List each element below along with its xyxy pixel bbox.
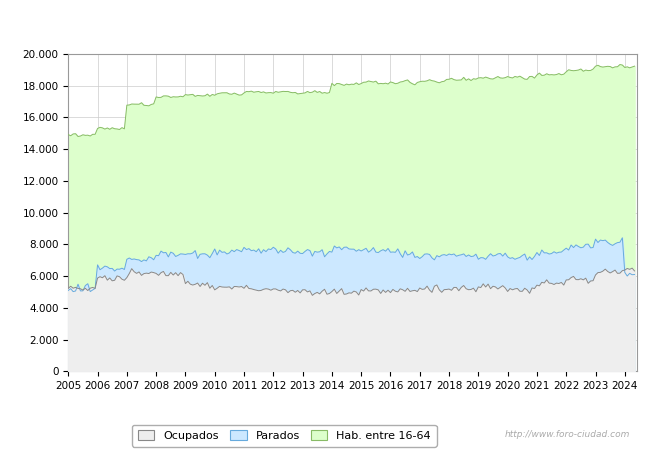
Text: http://www.foro-ciudad.com: http://www.foro-ciudad.com (505, 430, 630, 439)
Legend: Ocupados, Parados, Hab. entre 16-64: Ocupados, Parados, Hab. entre 16-64 (132, 425, 437, 446)
Text: el Campello - Evolucion de la poblacion en edad de Trabajar Mayo de 2024: el Campello - Evolucion de la poblacion … (75, 17, 575, 30)
